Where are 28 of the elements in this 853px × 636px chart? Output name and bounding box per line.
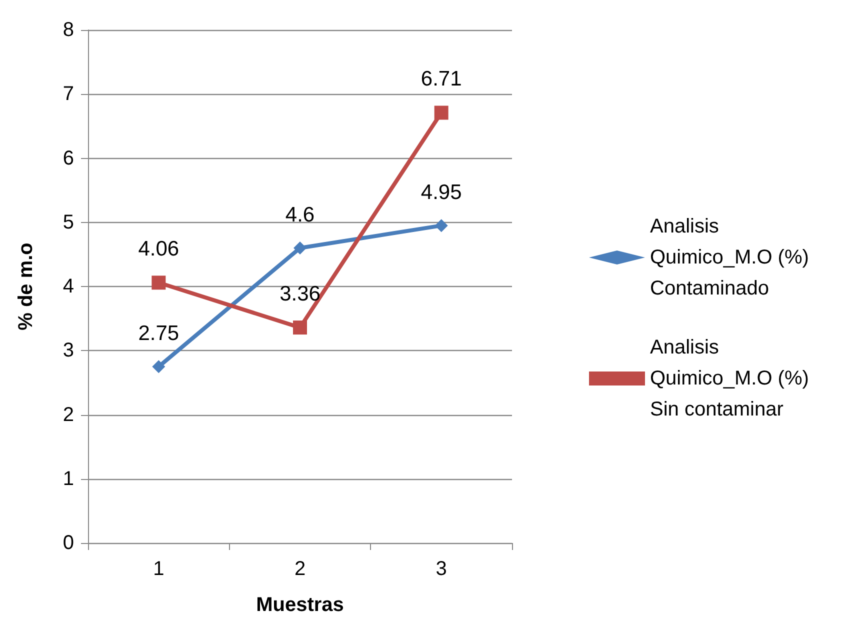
x-tick-label: 1 [153,558,164,580]
data-label: 3.36 [280,282,320,306]
point [293,320,307,335]
y-tick-label: 2 [62,404,74,426]
point [294,242,306,255]
y-tick-label: 0 [62,532,74,554]
point [434,106,448,120]
data-label: 6.71 [420,68,462,91]
y-axis-title: % de m.o [15,242,37,330]
legend-label: Analisis Quimico_M.O (%) Sin contaminar [650,336,814,420]
data-label: 4.06 [138,238,180,261]
y-tick-label: 7 [62,83,74,106]
point [152,360,166,374]
y-tick-label: 5 [62,211,74,234]
y-tick-label: 3 [62,340,74,362]
x-axis-title: Muestras [256,594,344,616]
data-label: 4.95 [420,181,462,204]
point [152,276,166,290]
point [434,219,448,232]
data-label: 4.6 [285,204,315,227]
y-tick-label: 4 [62,276,74,298]
y-tick-label: 1 [62,468,74,490]
x-tick-label: 3 [436,558,447,580]
y-tick-label: 8 [62,19,74,41]
legend-label: Analisis Quimico_M.O (%) Contaminado [650,216,814,300]
y-tick-label: 6 [62,147,74,170]
x-tick-label: 2 [294,558,306,580]
data-label: 2.75 [138,322,180,346]
